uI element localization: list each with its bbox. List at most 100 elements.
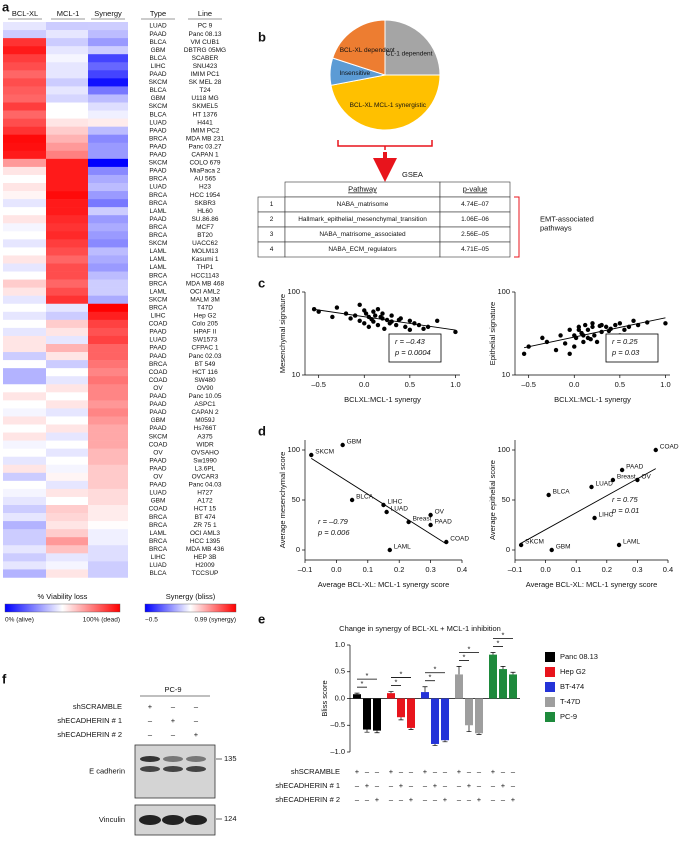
heatmap-cell [46,134,88,144]
condition-sign: – [375,767,380,776]
row-type: COAD [149,321,168,328]
row-type: BLCA [150,55,168,62]
condition-sign: – [457,781,462,790]
heatmap-cell [88,488,128,498]
x-tick-label: –0.1 [508,565,523,574]
panel-letter: a [2,0,10,14]
heatmap-cell [88,408,128,417]
row-line: TCCSUP [192,570,219,577]
row-line: COLO 679 [189,160,220,167]
x-tick-label: 0.4 [457,565,467,574]
error-bar [442,740,448,743]
legend-label: Hep G2 [560,667,586,676]
table-cell-text: NABA_matrisome_associated [319,231,406,238]
condition-sign: + [467,781,472,790]
error-bar [476,733,482,735]
point-label: LIHC [599,512,614,519]
legend-label: BT-474 [560,682,584,691]
scale-max: 100% (dead) [83,617,120,624]
row-type: BRCA [149,546,168,553]
significance-star: * [434,665,437,674]
heatmap-cell [88,368,128,377]
legend-title: Synergy (bliss) [166,592,216,601]
heatmap-cell [46,199,88,208]
heatmap-cell [46,279,88,288]
heatmap-cell [3,545,46,554]
heatmap-cell [46,54,88,63]
error-bar [364,729,370,733]
condition-sign: – [171,702,176,711]
point [572,344,577,349]
heatmap-cell [46,505,88,514]
row-type: OV [153,385,163,392]
heatmap-cell [3,352,46,361]
row-line: OVSAHO [191,449,219,456]
row-type: PAAD [149,353,167,360]
bracket-label: EMT-associated [540,214,594,223]
row-line: HT 1376 [193,111,218,118]
heatmap-cell [88,86,128,95]
heatmap-cell [88,78,128,87]
point [384,509,389,515]
heatmap-cell [3,70,46,79]
row-line: SW480 [194,377,216,384]
band [186,756,206,762]
condition-sign: + [457,767,462,776]
bar [353,694,361,699]
row-type: BRCA [149,232,168,239]
row-type: COAD [149,369,168,376]
heatmap-cell [88,70,128,79]
point [389,313,394,318]
heatmap-cell [46,78,88,87]
heatmap-cell [3,183,46,192]
x-tick-label: 0.0 [359,380,369,389]
table-cell-text: NABA_matrisome [337,201,389,208]
row-line: OVCAR3 [192,474,219,481]
bracket-label: pathways [540,223,572,232]
heatmap-cell [88,231,128,240]
heatmap-cell [88,150,128,160]
trend-line [311,457,447,545]
point-label: LUAD [391,506,409,513]
heatmap-cell [88,311,128,321]
error-bar [398,717,404,721]
scale-min: 0% (alive) [5,617,34,624]
significance-star: * [502,630,505,639]
row-type: BRCA [149,514,168,521]
row-type: LAML [150,208,167,215]
table-header: Pathway [348,184,377,193]
heatmap-cell [3,295,46,305]
heatmap-cell [88,384,128,393]
color-scale [4,603,121,613]
row-line: MALM 3M [190,296,220,303]
condition-sign: – [365,795,370,804]
condition-sign: + [443,795,448,804]
y-tick-label: 100 [287,445,300,454]
row-type: LAML [150,264,167,271]
point [387,547,392,553]
heatmap-cell [3,384,46,393]
heatmap-cell [88,295,128,305]
heatmap-cell [3,424,46,433]
row-line: MDA MB 468 [186,280,225,287]
heatmap-cell [46,239,88,248]
x-tick-label: 0.0 [331,565,341,574]
band [140,756,160,762]
condition-sign: – [194,716,199,725]
significance-star: * [361,679,364,688]
table-cell-text: 1 [270,201,274,208]
row-type: PAAD [149,345,167,352]
row-line: M059J [195,417,215,424]
heatmap-cell [88,94,128,103]
point [384,317,390,323]
row-line: H2009 [195,562,215,569]
error-bar [432,743,438,746]
row-type: LUAD [149,562,167,569]
heatmap-cell [46,311,88,321]
heatmap-cell [46,247,88,256]
row-line: MOLM13 [192,248,219,255]
row-type: LAML [150,530,167,537]
point [653,447,658,453]
y-axis-title: Epithelial signature [488,302,497,365]
heatmap-cell [88,118,128,127]
